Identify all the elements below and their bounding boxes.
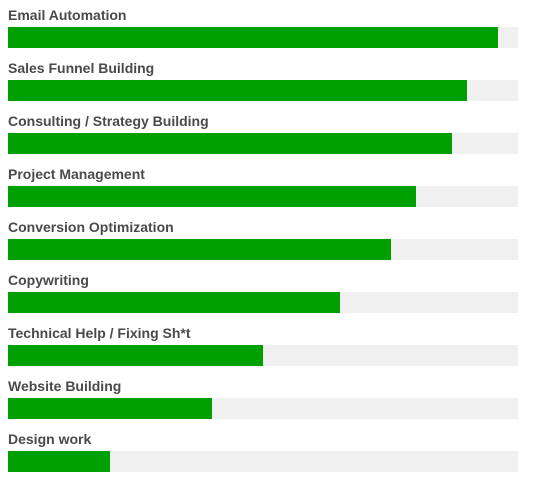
skill-bar-fill	[8, 27, 498, 48]
skill-item: Sales Funnel Building	[8, 59, 518, 112]
skill-label: Design work	[8, 431, 92, 447]
skills-list: Email Automation Sales Funnel Building C…	[8, 6, 518, 483]
skill-bar-fill	[8, 451, 110, 472]
skill-bar-track	[8, 292, 518, 313]
skill-bar-fill	[8, 133, 452, 154]
skill-label: Conversion Optimization	[8, 219, 174, 235]
skill-item: Technical Help / Fixing Sh*t	[8, 324, 518, 377]
skill-label: Project Management	[8, 166, 145, 182]
skill-item: Consulting / Strategy Building	[8, 112, 518, 165]
skill-label: Copywriting	[8, 272, 89, 288]
skill-bar-track	[8, 27, 518, 48]
skill-bar-track	[8, 451, 518, 472]
skill-bar-fill	[8, 398, 212, 419]
skill-bar-fill	[8, 186, 416, 207]
skill-item: Website Building	[8, 377, 518, 430]
skill-bar-track	[8, 186, 518, 207]
skill-bar-fill	[8, 292, 340, 313]
skill-bar-track	[8, 345, 518, 366]
skill-item: Design work	[8, 430, 518, 483]
skill-bar-fill	[8, 80, 467, 101]
skill-item: Conversion Optimization	[8, 218, 518, 271]
skill-bar-track	[8, 80, 518, 101]
skill-label: Consulting / Strategy Building	[8, 113, 209, 129]
skill-bar-track	[8, 398, 518, 419]
skill-bar-track	[8, 239, 518, 260]
skill-bar-fill	[8, 239, 391, 260]
skill-bar-fill	[8, 345, 263, 366]
skill-item: Copywriting	[8, 271, 518, 324]
skill-bar-track	[8, 133, 518, 154]
skill-label: Email Automation	[8, 7, 127, 23]
skill-label: Technical Help / Fixing Sh*t	[8, 325, 191, 341]
skill-item: Project Management	[8, 165, 518, 218]
skill-item: Email Automation	[8, 6, 518, 59]
skill-label: Sales Funnel Building	[8, 60, 155, 76]
skill-label: Website Building	[8, 378, 122, 394]
